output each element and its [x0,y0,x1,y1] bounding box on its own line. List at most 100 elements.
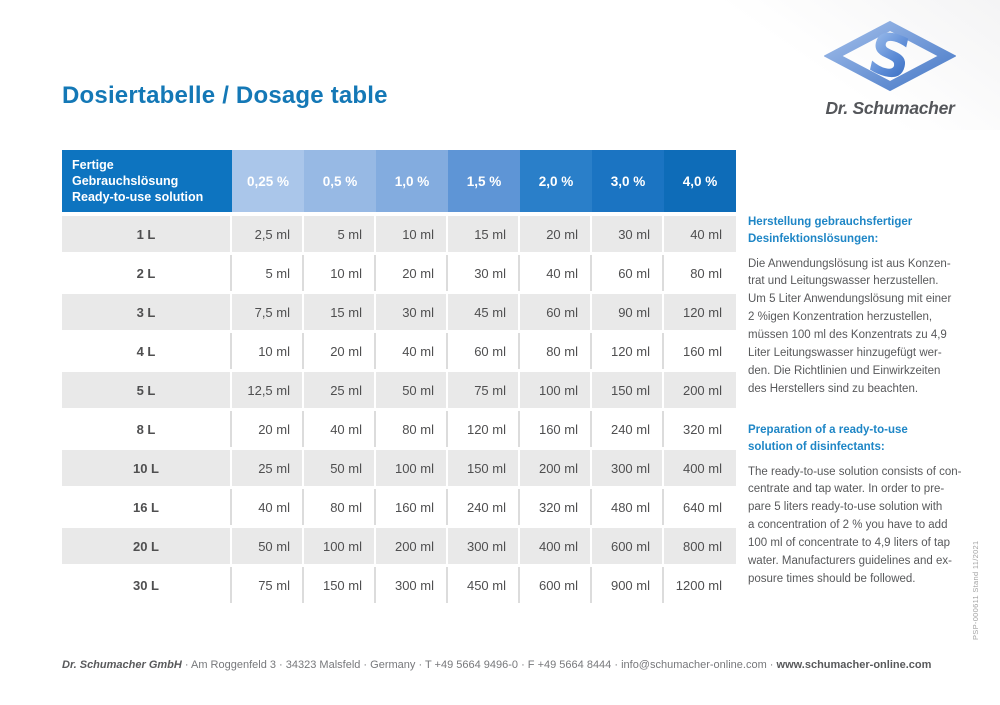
page-title: Dosiertabelle / Dosage table [62,82,388,109]
dose-cell: 7,5 ml [232,294,304,330]
dose-cell: 300 ml [376,567,448,603]
en-section-body: The ready-to-use solution consists of co… [748,465,962,586]
dose-cell: 160 ml [520,411,592,447]
en-section-heading: Preparation of a ready-to-use solution o… [748,424,908,454]
footer-company: Dr. Schumacher GmbH [62,659,182,671]
dose-cell: 20 ml [232,411,304,447]
dose-cell: 30 ml [376,294,448,330]
corner-gradient [670,0,1000,130]
dose-cell: 10 ml [376,216,448,252]
dose-cell: 450 ml [448,567,520,603]
dose-cell: 15 ml [304,294,376,330]
dose-cell: 1200 ml [675,577,722,593]
dose-cell: 2,5 ml [232,216,304,252]
dose-cell: 30 ml [448,255,520,291]
row-label: 4 L [62,333,232,369]
header-cell: 1,5 % [448,150,520,212]
dose-cell: 120 ml [682,304,722,320]
dose-cell: 100 ml [304,528,376,564]
dose-cell: 200 ml [682,382,722,398]
dose-cell: 300 ml [592,450,664,486]
dose-cell: 40 ml [304,411,376,447]
header-cell: 0,25 % [232,150,304,212]
dose-cell: 15 ml [448,216,520,252]
edge-note: PSP-000611 Stand 11/2021 [971,540,980,641]
dose-cell: 320 ml [682,421,722,437]
row-label: 10 L [62,450,232,486]
dose-cell: 150 ml [448,450,520,486]
row-label: 3 L [62,294,232,330]
dose-cell: 40 ml [376,333,448,369]
dose-cell: 90 ml [592,294,664,330]
dose-cell: 20 ml [304,333,376,369]
dose-cell: 80 ml [520,333,592,369]
dose-cell: 120 ml [448,411,520,447]
dose-cell: 160 ml [376,489,448,525]
dose-cell: 40 ml [232,489,304,525]
dose-cell: 400 ml [682,460,722,476]
row-label: 30 L [62,567,232,603]
table-body: 1 L 2,5 ml 5 ml 10 ml 15 ml 20 ml 30 ml 40 ml 2 … [62,216,736,603]
dose-cell: 30 ml [592,216,664,252]
dose-cell: 240 ml [592,411,664,447]
row-label: 8 L [62,411,232,447]
table-row: 1 L 2,5 ml 5 ml 10 ml 15 ml 20 ml 30 ml 40 ml [62,216,736,252]
dose-cell: 5 ml [232,255,304,291]
dose-cell: 50 ml [304,450,376,486]
dose-cell: 240 ml [448,489,520,525]
dose-cell: 20 ml [376,255,448,291]
dose-cell: 12,5 ml [232,372,304,408]
dose-cell: 80 ml [304,489,376,525]
dose-cell: 150 ml [592,372,664,408]
dose-cell: 320 ml [520,489,592,525]
footer-contact: · Am Roggenfeld 3 · 34323 Malsfeld · Ger… [181,659,777,671]
dose-cell: 10 ml [304,255,376,291]
table-row: 16 L 40 ml 80 ml 160 ml 240 ml 320 ml 480 ml 64… [62,489,736,525]
header-cell: 0,5 % [304,150,376,212]
dose-cell: 400 ml [520,528,592,564]
dose-cell: 60 ml [520,294,592,330]
row-label: 2 L [62,255,232,291]
dose-cell: 10 ml [232,333,304,369]
table-header-label: Fertige Gebrauchslösung Ready-to-use sol… [62,150,232,212]
dose-cell: 200 ml [520,450,592,486]
dose-cell: 50 ml [232,528,304,564]
dose-cell: 640 ml [682,499,722,515]
dose-cell: 300 ml [448,528,520,564]
de-section-body: Die Anwendungslösung ist aus Konzen- tra… [748,257,952,396]
table-row: 20 L 50 ml 100 ml 200 ml 300 ml 400 ml 600 ml 8… [62,528,736,564]
header-cell: 1,0 % [376,150,448,212]
dose-cell: 60 ml [592,255,664,291]
dose-cell: 800 ml [682,538,722,554]
footer-website: www.schumacher-online.com [776,659,932,671]
dose-cell: 45 ml [448,294,520,330]
footer: Dr. Schumacher GmbH · Am Roggenfeld 3 · … [62,659,992,671]
dose-cell: 600 ml [520,567,592,603]
row-label: 1 L [62,216,232,252]
row-label: 5 L [62,372,232,408]
sidebar: Herstellung gebrauchsfertiger Desinfekti… [748,214,964,589]
de-section-heading: Herstellung gebrauchsfertiger Desinfekti… [748,216,913,246]
dose-cell: 40 ml [520,255,592,291]
dose-cell: 20 ml [520,216,592,252]
dose-cell: 25 ml [232,450,304,486]
row-label: 20 L [62,528,232,564]
brand-logo: S Dr. Schumacher [802,16,978,119]
table-row: 4 L 10 ml 20 ml 40 ml 60 ml 80 ml 120 ml 160 ml [62,333,736,369]
dose-cell: 150 ml [304,567,376,603]
table-header-row: Fertige Gebrauchslösung Ready-to-use sol… [62,150,736,212]
diamond-s-icon: S [824,18,956,94]
table-row: 30 L 75 ml 150 ml 300 ml 450 ml 600 ml 900 ml 1… [62,567,736,603]
header-cell: 3,0 % [592,150,664,212]
sidebar-section-en: Preparation of a ready-to-use solution o… [748,422,964,589]
header-cell: 4,0 % [664,150,736,212]
dose-cell: 160 ml [682,343,722,359]
dose-cell: 80 ml [690,265,722,281]
dose-cell: 480 ml [592,489,664,525]
dose-cell: 75 ml [232,567,304,603]
header-cell: 2,0 % [520,150,592,212]
dose-cell: 60 ml [448,333,520,369]
svg-text:S: S [862,18,918,94]
